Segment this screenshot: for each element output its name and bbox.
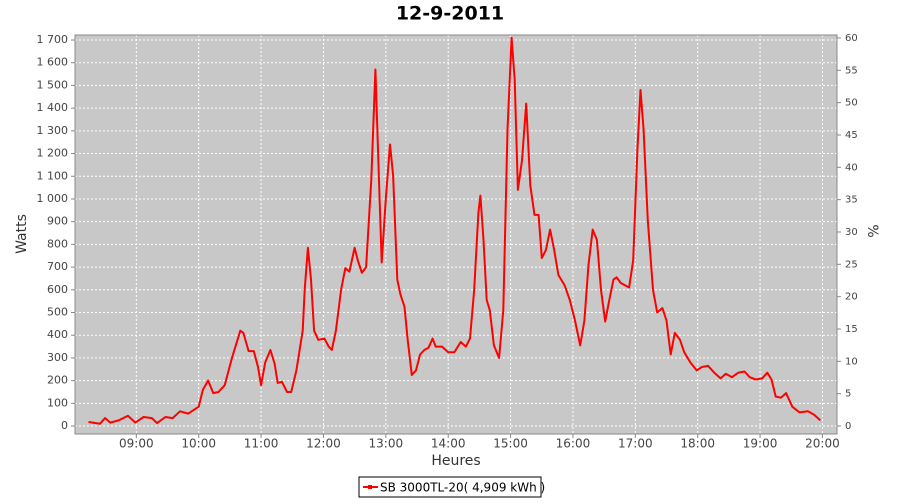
y-tick-label: 1 700 (37, 33, 69, 46)
y-tick-label: 100 (47, 396, 68, 409)
x-tick-label: 14:00 (431, 437, 466, 451)
plot-border (74, 34, 838, 435)
y-tick-label: 400 (47, 328, 68, 341)
y2-tick-label: 5 (845, 389, 851, 400)
y-tick-label: 700 (47, 260, 68, 273)
x-tick-label: 17:00 (618, 437, 653, 451)
x-tick-label: 18:00 (680, 437, 715, 451)
y-tick-label: 1 300 (37, 124, 69, 137)
y2-tick-label: 20 (845, 292, 858, 303)
y2-tick-label: 15 (845, 324, 858, 335)
y-tick-label: 1 000 (37, 192, 69, 205)
y2-tick-label: 35 (845, 195, 858, 206)
y2-tick-label: 40 (845, 162, 858, 173)
y-tick-label: 1 200 (37, 147, 69, 160)
x-tick-label: 20:00 (805, 437, 840, 451)
y2-tick-label: 25 (845, 259, 858, 270)
legend-box (358, 476, 542, 498)
y-tick-label: 1 500 (37, 78, 69, 91)
series-line (88, 36, 822, 425)
x-axis-title: Heures (431, 453, 480, 469)
x-tick-label: 12:00 (306, 437, 341, 451)
y-tick-label: 1 400 (37, 101, 69, 114)
y-tick-label: 0 (61, 419, 68, 432)
x-tick-label: 11:00 (244, 437, 279, 451)
y2-tick-label: 45 (845, 130, 858, 141)
y-tick-label: 200 (47, 374, 68, 387)
y2-axis-title: % (864, 224, 880, 237)
x-tick-label: 15:00 (493, 437, 528, 451)
y2-tick-label: 60 (845, 33, 858, 44)
y2-tick-label: 55 (845, 65, 858, 76)
x-tick-label: 13:00 (369, 437, 404, 451)
y-tick-label: 800 (47, 237, 68, 250)
x-tick-label: 10:00 (181, 437, 216, 451)
x-tick-label: 16:00 (556, 437, 591, 451)
y-axis-title: Watts (14, 214, 30, 254)
y-tick-label: 500 (47, 306, 68, 319)
y-tick-label: 600 (47, 283, 68, 296)
y2-tick-label: 30 (845, 227, 858, 238)
y2-tick-label: 0 (845, 421, 851, 432)
legend-label: SB 3000TL-20( 4,909 kWh ) (380, 481, 545, 495)
x-tick-label: 19:00 (743, 437, 778, 451)
legend-marker (368, 485, 372, 489)
y-tick-label: 1 100 (37, 169, 69, 182)
y2-tick-label: 10 (845, 356, 858, 367)
y-tick-label: 300 (47, 351, 68, 364)
y2-tick-label: 50 (845, 98, 858, 109)
y-tick-label: 1 600 (37, 56, 69, 69)
legend: SB 3000TL-20( 4,909 kWh ) (358, 476, 545, 498)
plot-area (74, 34, 838, 435)
y-tick-label: 900 (47, 215, 68, 228)
chart-title: 12-9-2011 (396, 3, 504, 25)
x-tick-label: 09:00 (119, 437, 154, 451)
